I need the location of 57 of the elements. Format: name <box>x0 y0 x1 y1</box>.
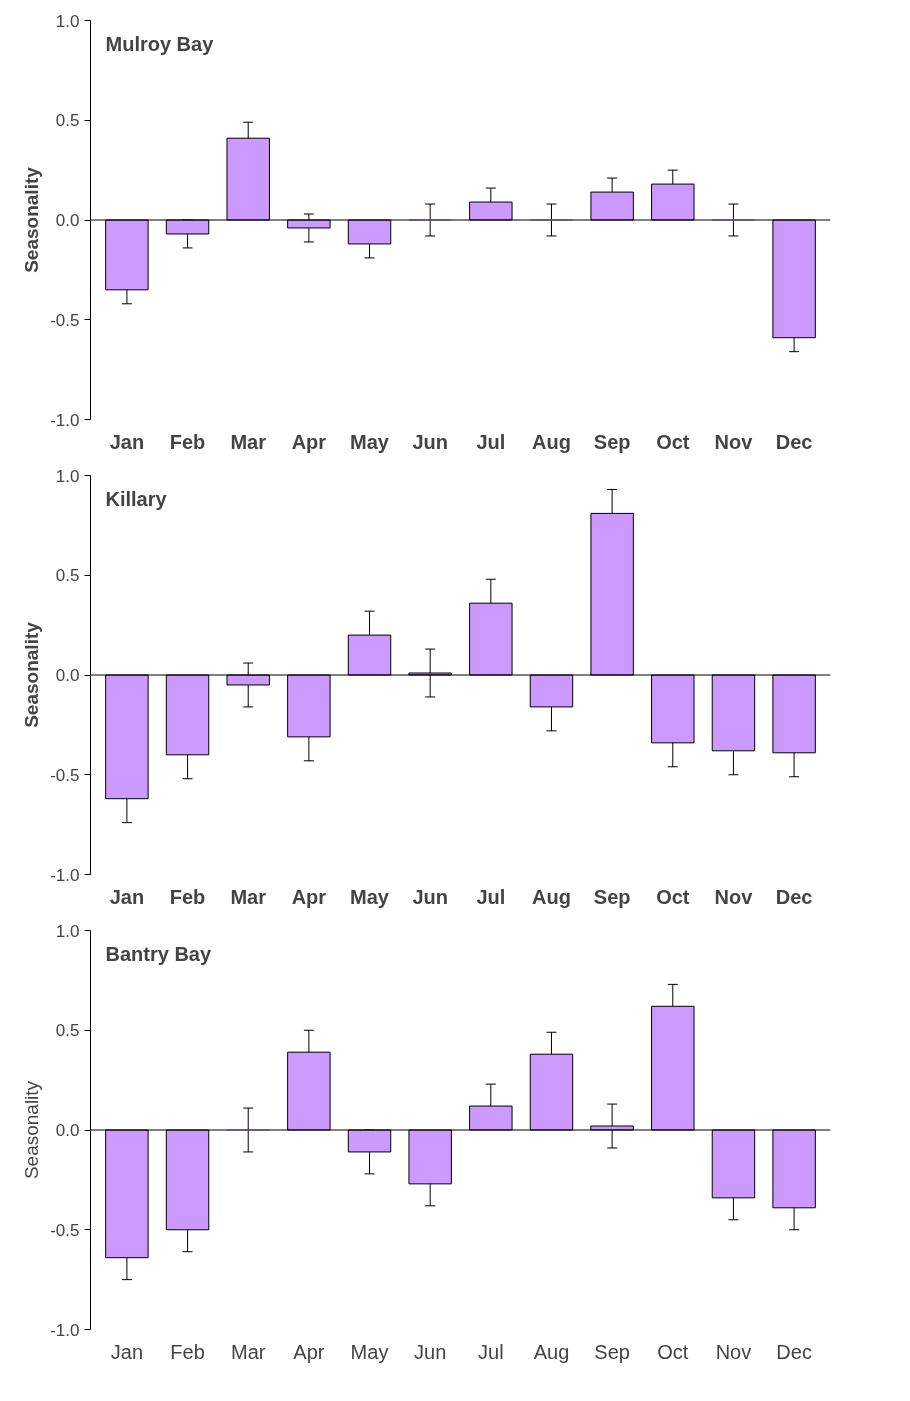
y-tick-label: -1.0 <box>50 410 80 430</box>
y-tick-label: -0.5 <box>50 1220 80 1240</box>
y-tick-label: 1.0 <box>55 921 80 941</box>
y-tick-label: 0.5 <box>55 1021 80 1041</box>
x-tick-label: Nov <box>715 1340 752 1363</box>
x-tick-label: May <box>350 430 390 453</box>
x-tick-label: Mar <box>230 1340 266 1363</box>
y-tick-label: 0.5 <box>55 566 80 586</box>
x-tick-label: Jan <box>110 1340 144 1363</box>
x-tick-label: Oct <box>657 1340 689 1363</box>
x-tick-label: May <box>350 1340 389 1363</box>
x-tick-label: Nov <box>714 430 754 453</box>
y-tick-label: 0.0 <box>55 666 80 685</box>
text: Bantry Bay <box>105 942 212 965</box>
x-tick-label: Jul <box>478 1340 504 1363</box>
x-tick-label: Aug <box>532 885 571 908</box>
x-tick-label: Nov <box>714 885 754 908</box>
y-tick-label: 0.0 <box>55 211 80 230</box>
x-tick-label: Jan <box>109 430 145 453</box>
y-tick-label: -1.0 <box>50 865 80 885</box>
x-tick-label: Mar <box>230 885 267 908</box>
x-tick-label: Aug <box>532 430 571 453</box>
x-tick-label: Feb <box>169 430 206 453</box>
x-tick-label: Apr <box>291 430 327 453</box>
x-tick-label: Oct <box>656 430 690 453</box>
x-tick-label: Jul <box>476 885 506 908</box>
x-tick-label: Feb <box>170 1340 205 1363</box>
y-axis-title: Seasonality <box>21 1080 43 1180</box>
x-tick-label: May <box>350 885 390 908</box>
x-tick-label: Jun <box>414 1340 447 1363</box>
y-tick-label: 0.0 <box>55 1121 80 1140</box>
x-tick-label: Aug <box>533 1340 570 1363</box>
x-tick-label: Sep <box>593 430 631 453</box>
x-tick-label: Dec <box>775 885 813 908</box>
y-tick-label: -1.0 <box>50 1320 80 1340</box>
x-tick-label: Apr <box>291 885 327 908</box>
x-tick-label: Sep <box>594 1340 630 1363</box>
x-tick-label: Apr <box>293 1340 325 1363</box>
text: Killary <box>105 487 168 510</box>
y-tick-label: 1.0 <box>55 466 80 486</box>
x-tick-label: Jun <box>412 430 448 453</box>
x-tick-label: Sep <box>593 885 631 908</box>
x-tick-label: Dec <box>775 430 813 453</box>
y-tick-label: 0.5 <box>55 111 80 131</box>
y-axis-title: Seasonality <box>21 166 43 273</box>
text: Mulroy Bay <box>105 32 215 55</box>
x-tick-label: Jun <box>412 885 448 908</box>
x-tick-label: Feb <box>169 885 206 908</box>
x-tick-label: Mar <box>230 430 267 453</box>
y-axis-title: Seasonality <box>21 621 43 728</box>
y-tick-label: 1.0 <box>55 11 80 31</box>
y-tick-label: -0.5 <box>50 310 80 330</box>
x-tick-label: Dec <box>776 1340 812 1363</box>
x-tick-label: Oct <box>656 885 690 908</box>
x-tick-label: Jan <box>109 885 145 908</box>
x-tick-label: Jul <box>476 430 506 453</box>
y-tick-label: -0.5 <box>50 765 80 785</box>
